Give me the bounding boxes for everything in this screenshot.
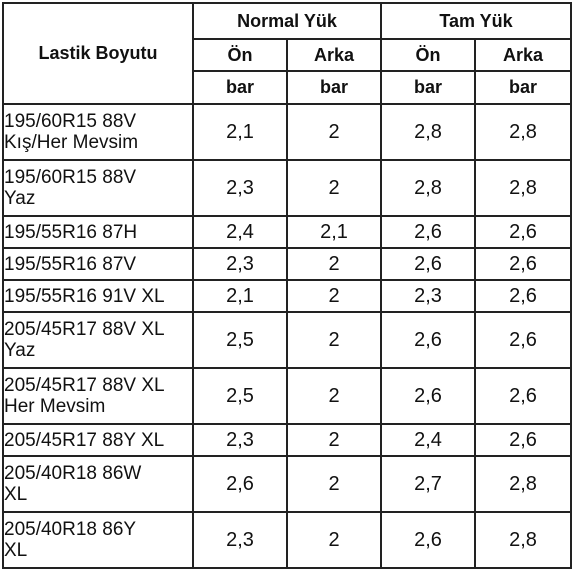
normal-rear-cell: 2 (285, 511, 383, 569)
tire-size-cell: 205/40R18 86Y XL (2, 511, 194, 569)
header-full-load: Tam Yük (380, 2, 573, 40)
table-row: 205/40R18 86Y XL 2,3 2 2,6 2,8 (2, 511, 573, 569)
full-front-cell: 2,8 (380, 103, 477, 161)
full-front-cell: 2,6 (380, 215, 477, 249)
normal-front-cell: 2,3 (192, 159, 288, 217)
unit-full-rear: bar (474, 70, 573, 105)
normal-rear-cell: 2 (285, 103, 383, 161)
table-row: 195/60R15 88V Yaz 2,3 2 2,8 2,8 (2, 159, 573, 217)
full-rear-cell: 2,6 (474, 423, 573, 457)
full-rear-cell: 2,6 (474, 311, 573, 369)
table-row: 205/40R18 86W XL 2,6 2 2,7 2,8 (2, 455, 573, 513)
tire-size-cell: 195/60R15 88V Yaz (2, 159, 194, 217)
normal-front-cell: 2,3 (192, 511, 288, 569)
table-row: 195/55R16 91V XL 2,1 2 2,3 2,6 (2, 279, 573, 313)
normal-front-cell: 2,6 (192, 455, 288, 513)
table-row: 195/55R16 87H 2,4 2,1 2,6 2,6 (2, 215, 573, 249)
normal-front-cell: 2,1 (192, 279, 288, 313)
full-front-cell: 2,6 (380, 367, 477, 425)
full-front-cell: 2,3 (380, 279, 477, 313)
header-normal-rear: Arka (285, 38, 383, 72)
normal-rear-cell: 2 (285, 455, 383, 513)
full-rear-cell: 2,8 (474, 455, 573, 513)
normal-front-cell: 2,5 (192, 367, 288, 425)
full-front-cell: 2,7 (380, 455, 477, 513)
normal-front-cell: 2,5 (192, 311, 288, 369)
normal-rear-cell: 2 (285, 247, 383, 281)
tire-size-cell: 195/55R16 91V XL (2, 279, 194, 313)
tire-size-cell: 205/45R17 88V XL Her Mevsim (2, 367, 194, 425)
full-front-cell: 2,4 (380, 423, 477, 457)
normal-front-cell: 2,1 (192, 103, 288, 161)
header-normal-load: Normal Yük (191, 2, 383, 40)
table-row: 205/45R17 88V XL Her Mevsim 2,5 2 2,6 2,6 (2, 367, 573, 425)
unit-full-front: bar (380, 70, 477, 105)
tire-size-cell: 195/60R15 88V Kış/Her Mevsim (2, 103, 194, 161)
full-rear-cell: 2,6 (474, 215, 573, 249)
table-row: 195/55R16 87V 2,3 2 2,6 2,6 (2, 247, 573, 281)
unit-normal-front: bar (192, 70, 288, 105)
full-rear-cell: 2,6 (474, 247, 573, 281)
normal-rear-cell: 2 (285, 367, 383, 425)
table-body: 195/60R15 88V Kış/Her Mevsim 2,1 2 2,8 2,… (2, 103, 573, 569)
unit-normal-rear: bar (285, 70, 383, 105)
full-rear-cell: 2,8 (474, 103, 573, 161)
header-normal-front: Ön (192, 38, 288, 72)
full-front-cell: 2,6 (380, 511, 477, 569)
header-tire-size: Lastik Boyutu (2, 2, 194, 105)
normal-rear-cell: 2 (285, 311, 383, 369)
full-rear-cell: 2,6 (474, 367, 573, 425)
normal-front-cell: 2,4 (192, 215, 288, 249)
header-full-front: Ön (380, 38, 477, 72)
full-rear-cell: 2,8 (474, 159, 573, 217)
tire-size-cell: 195/55R16 87V (2, 247, 194, 281)
full-front-cell: 2,6 (380, 247, 477, 281)
tire-size-cell: 205/45R17 88Y XL (2, 423, 194, 457)
tire-size-cell: 205/40R18 86W XL (2, 455, 194, 513)
normal-rear-cell: 2 (285, 159, 383, 217)
full-rear-cell: 2,6 (474, 279, 573, 313)
full-rear-cell: 2,8 (474, 511, 573, 569)
table-row: 205/45R17 88V XL Yaz 2,5 2 2,6 2,6 (2, 311, 573, 369)
normal-front-cell: 2,3 (192, 423, 288, 457)
tire-size-cell: 205/45R17 88V XL Yaz (2, 311, 194, 369)
header-full-rear: Arka (474, 38, 573, 72)
table-row: 205/45R17 88Y XL 2,3 2 2,4 2,6 (2, 423, 573, 457)
normal-rear-cell: 2 (285, 423, 383, 457)
normal-rear-cell: 2,1 (285, 215, 383, 249)
normal-front-cell: 2,3 (192, 247, 288, 281)
normal-rear-cell: 2 (285, 279, 383, 313)
full-front-cell: 2,6 (380, 311, 477, 369)
tire-size-cell: 195/55R16 87H (2, 215, 194, 249)
full-front-cell: 2,8 (380, 159, 477, 217)
table-row: 195/60R15 88V Kış/Her Mevsim 2,1 2 2,8 2,… (2, 103, 573, 161)
